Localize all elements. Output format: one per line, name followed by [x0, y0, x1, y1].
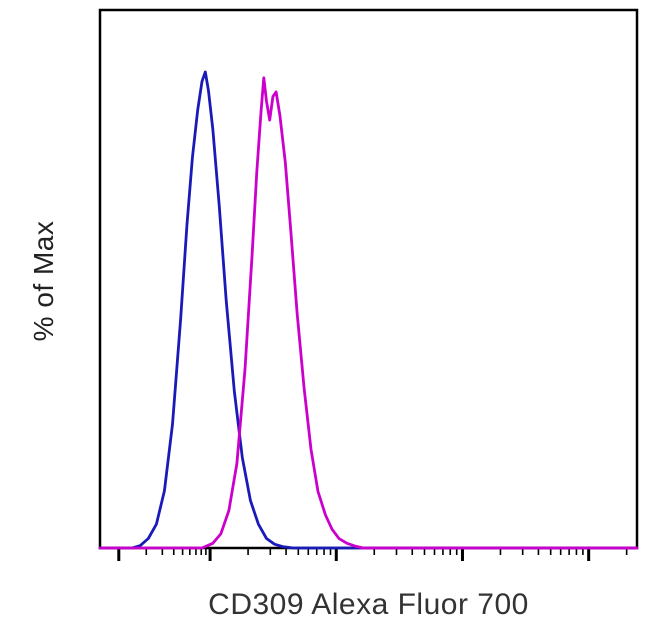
y-axis-label: % of Max [28, 220, 59, 342]
magenta-histogram-curve [98, 76, 639, 550]
x-axis-label: CD309 Alexa Fluor 700 [208, 588, 529, 621]
blue-histogram-curve [98, 70, 639, 550]
plot-border [98, 8, 639, 550]
